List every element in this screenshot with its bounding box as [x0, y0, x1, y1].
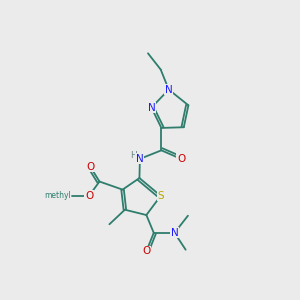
Text: O: O — [142, 246, 151, 256]
Text: N: N — [148, 103, 155, 112]
Text: methyl: methyl — [44, 191, 70, 200]
Text: O: O — [85, 191, 93, 201]
Text: O: O — [86, 161, 94, 172]
Text: S: S — [158, 191, 164, 201]
Text: N: N — [136, 154, 144, 164]
Text: H: H — [130, 151, 137, 160]
Text: O: O — [177, 154, 185, 164]
Text: N: N — [171, 228, 178, 238]
Text: N: N — [165, 85, 172, 94]
